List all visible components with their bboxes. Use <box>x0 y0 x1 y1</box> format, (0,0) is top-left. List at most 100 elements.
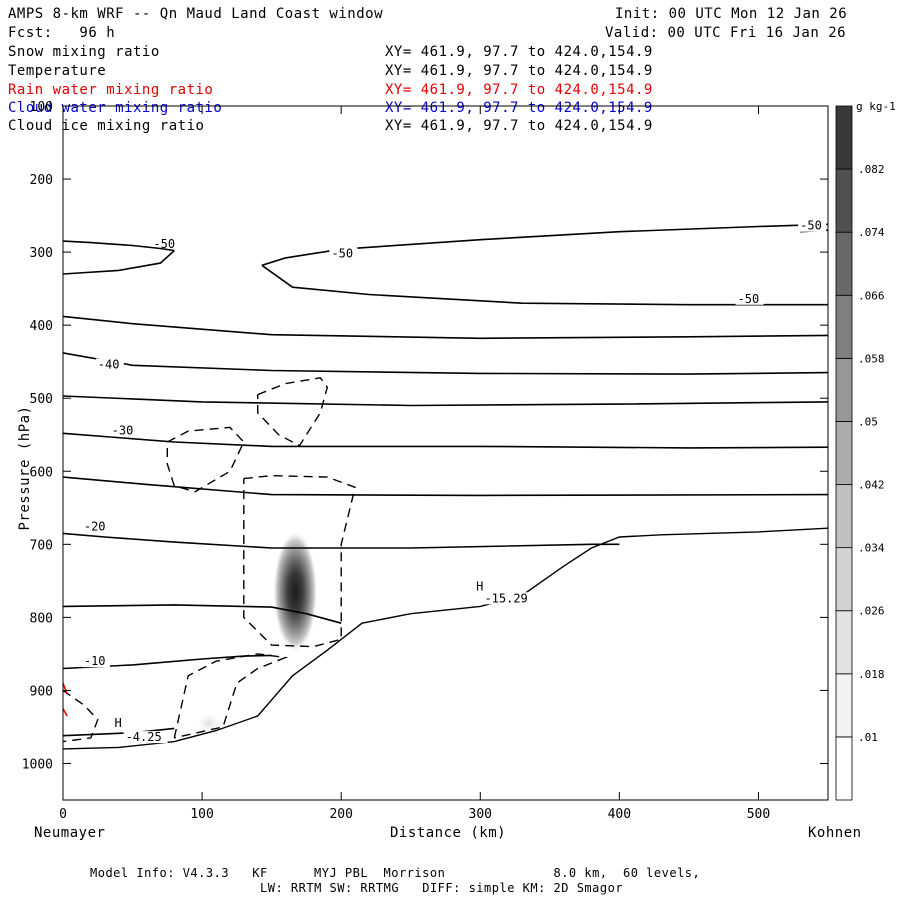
temperature-contour-12 <box>63 604 342 624</box>
field-xy-cloud-water: XY= 461.9, 97.7 to 424.0,154.9 <box>385 100 653 116</box>
contour-label-bg-4 <box>798 219 827 232</box>
field-xy-cloud-ice: XY= 461.9, 97.7 to 424.0,154.9 <box>385 118 653 134</box>
colorbar-units: g kg-1 <box>856 100 896 113</box>
temperature-contour-13 <box>63 727 175 737</box>
colorbar-cell-2 <box>835 610 853 675</box>
field-label-rain: Rain water mixing ratio <box>8 82 214 98</box>
plot-frame <box>62 105 829 801</box>
x-tick-label-3: 300 <box>469 807 492 822</box>
temperature-contour-11 <box>63 654 272 670</box>
contour-label-3: -50 <box>738 292 760 306</box>
x-tick-label-4: 400 <box>608 807 631 822</box>
contour-label-bg-13 <box>123 731 168 744</box>
contour-label-bg-3 <box>735 292 764 305</box>
colorbar-cell-0 <box>835 736 853 801</box>
model-info-line2: LW: RRTM SW: RRTMG DIFF: simple KM: 2D S… <box>260 881 624 895</box>
y-tick-label-7: 300 <box>30 246 53 261</box>
colorbar-label-7: .066 <box>858 289 885 302</box>
contour-label-bg-5 <box>95 358 124 371</box>
colorbar-label-4: .042 <box>858 479 885 492</box>
x-tick-label-1: 100 <box>190 807 213 822</box>
colorbar-cell-9 <box>835 168 853 233</box>
colorbar-label-9: .082 <box>858 163 885 176</box>
temperature-contour-0 <box>63 250 175 275</box>
extremum-marker-0: H <box>476 579 483 593</box>
extremum-marker-1: H <box>114 716 121 730</box>
contour-label-bg-12 <box>482 592 535 605</box>
field-xy-snow: XY= 461.9, 97.7 to 424.0,154.9 <box>385 44 653 60</box>
colorbar-label-0: .01 <box>858 731 878 744</box>
field-xy-temperature: XY= 461.9, 97.7 to 424.0,154.9 <box>385 63 653 79</box>
contour-label-bg-11 <box>81 655 110 668</box>
x-axis-label: Distance (km) <box>390 825 507 841</box>
x-tick-label-0: 0 <box>59 807 67 822</box>
snow-maximum-0 <box>273 531 318 652</box>
cloud-ice-contour-3 <box>173 653 289 739</box>
temperature-contour-1 <box>63 240 175 252</box>
contour-label-bg-9 <box>81 520 110 533</box>
colorbar-label-5: .05 <box>858 415 878 428</box>
y-axis-label: Pressure (hPa) <box>17 405 33 531</box>
x-left-end-label: Neumayer <box>34 825 106 841</box>
field-label-cloud-ice: Cloud ice mixing ratio <box>8 118 205 134</box>
temperature-contour-10 <box>63 476 828 497</box>
y-tick-label-1: 900 <box>30 684 53 699</box>
colorbar-cell-10 <box>835 105 853 170</box>
contour-label-11: -10 <box>84 654 106 668</box>
temperature-contour-6 <box>63 315 828 340</box>
x-tick-label-2: 200 <box>329 807 352 822</box>
field-label-snow: Snow mixing ratio <box>8 44 160 60</box>
y-tick-label-8: 200 <box>30 173 53 188</box>
colorbar-cell-1 <box>835 673 853 738</box>
cloud-ice-contour-0 <box>257 377 329 447</box>
colorbar-cell-4 <box>835 484 853 549</box>
field-xy-rain: XY= 461.9, 97.7 to 424.0,154.9 <box>385 82 653 98</box>
contour-label-bg-8 <box>109 424 138 437</box>
colorbar-label-6: .058 <box>858 352 885 365</box>
x-tick-label-5: 500 <box>747 807 770 822</box>
y-tick-label-6: 400 <box>30 319 53 334</box>
valid-time: Valid: 00 UTC Fri 16 Jan 26 <box>605 25 847 41</box>
colorbar-cell-8 <box>835 231 853 296</box>
field-label-cloud-water: Cloud water mixing ratio <box>8 100 223 116</box>
colorbar-label-2: .026 <box>858 605 885 618</box>
contour-label-13: -4.25 <box>126 730 162 744</box>
init-time: Init: 00 UTC Mon 12 Jan 26 <box>615 6 848 22</box>
field-label-temperature: Temperature <box>8 63 107 79</box>
y-tick-label-0: 1000 <box>22 757 53 772</box>
colorbar-cell-6 <box>835 357 853 422</box>
terrain-line <box>63 527 828 750</box>
y-tick-label-3: 700 <box>30 538 53 553</box>
rain-water-contour <box>63 682 68 717</box>
colorbar-label-3: .034 <box>858 542 885 555</box>
cloud-ice-contour-4 <box>63 689 99 743</box>
chart-title: AMPS 8-km WRF -- Qn Maud Land Coast wind… <box>8 6 384 22</box>
temperature-contour-4 <box>800 229 828 233</box>
contour-label-bg-2 <box>329 247 358 260</box>
contour-label-bg-0 <box>151 237 180 250</box>
contour-label-5: -40 <box>98 358 120 372</box>
colorbar-cell-3 <box>835 547 853 612</box>
y-tick-label-2: 800 <box>30 611 53 626</box>
y-tick-label-5: 500 <box>30 392 53 407</box>
temperature-contour-7 <box>63 395 828 407</box>
colorbar-cell-5 <box>835 421 853 485</box>
snow-maximum-1 <box>197 713 222 734</box>
temperature-contour-5 <box>63 352 828 375</box>
temperature-contour-9 <box>63 532 620 549</box>
colorbar-label-8: .074 <box>858 226 885 239</box>
temperature-contour-2 <box>261 223 828 267</box>
contour-label-0: -50 <box>153 237 175 251</box>
colorbar-cell-7 <box>835 294 853 359</box>
temperature-contour-8 <box>63 432 828 449</box>
x-right-end-label: Kohnen <box>808 825 862 841</box>
cloud-ice-contour-1 <box>166 426 245 493</box>
y-tick-label-4: 600 <box>30 465 53 480</box>
contour-label-9: -20 <box>84 520 106 534</box>
forecast-hour: Fcst: 96 h <box>8 25 116 41</box>
model-info-line1: Model Info: V4.3.3 KF MYJ PBL Morrison 8… <box>90 866 701 880</box>
contour-label-8: -30 <box>112 423 134 437</box>
cloud-ice-contour-2 <box>243 474 356 648</box>
contour-label-12: -15.29 <box>484 591 527 605</box>
